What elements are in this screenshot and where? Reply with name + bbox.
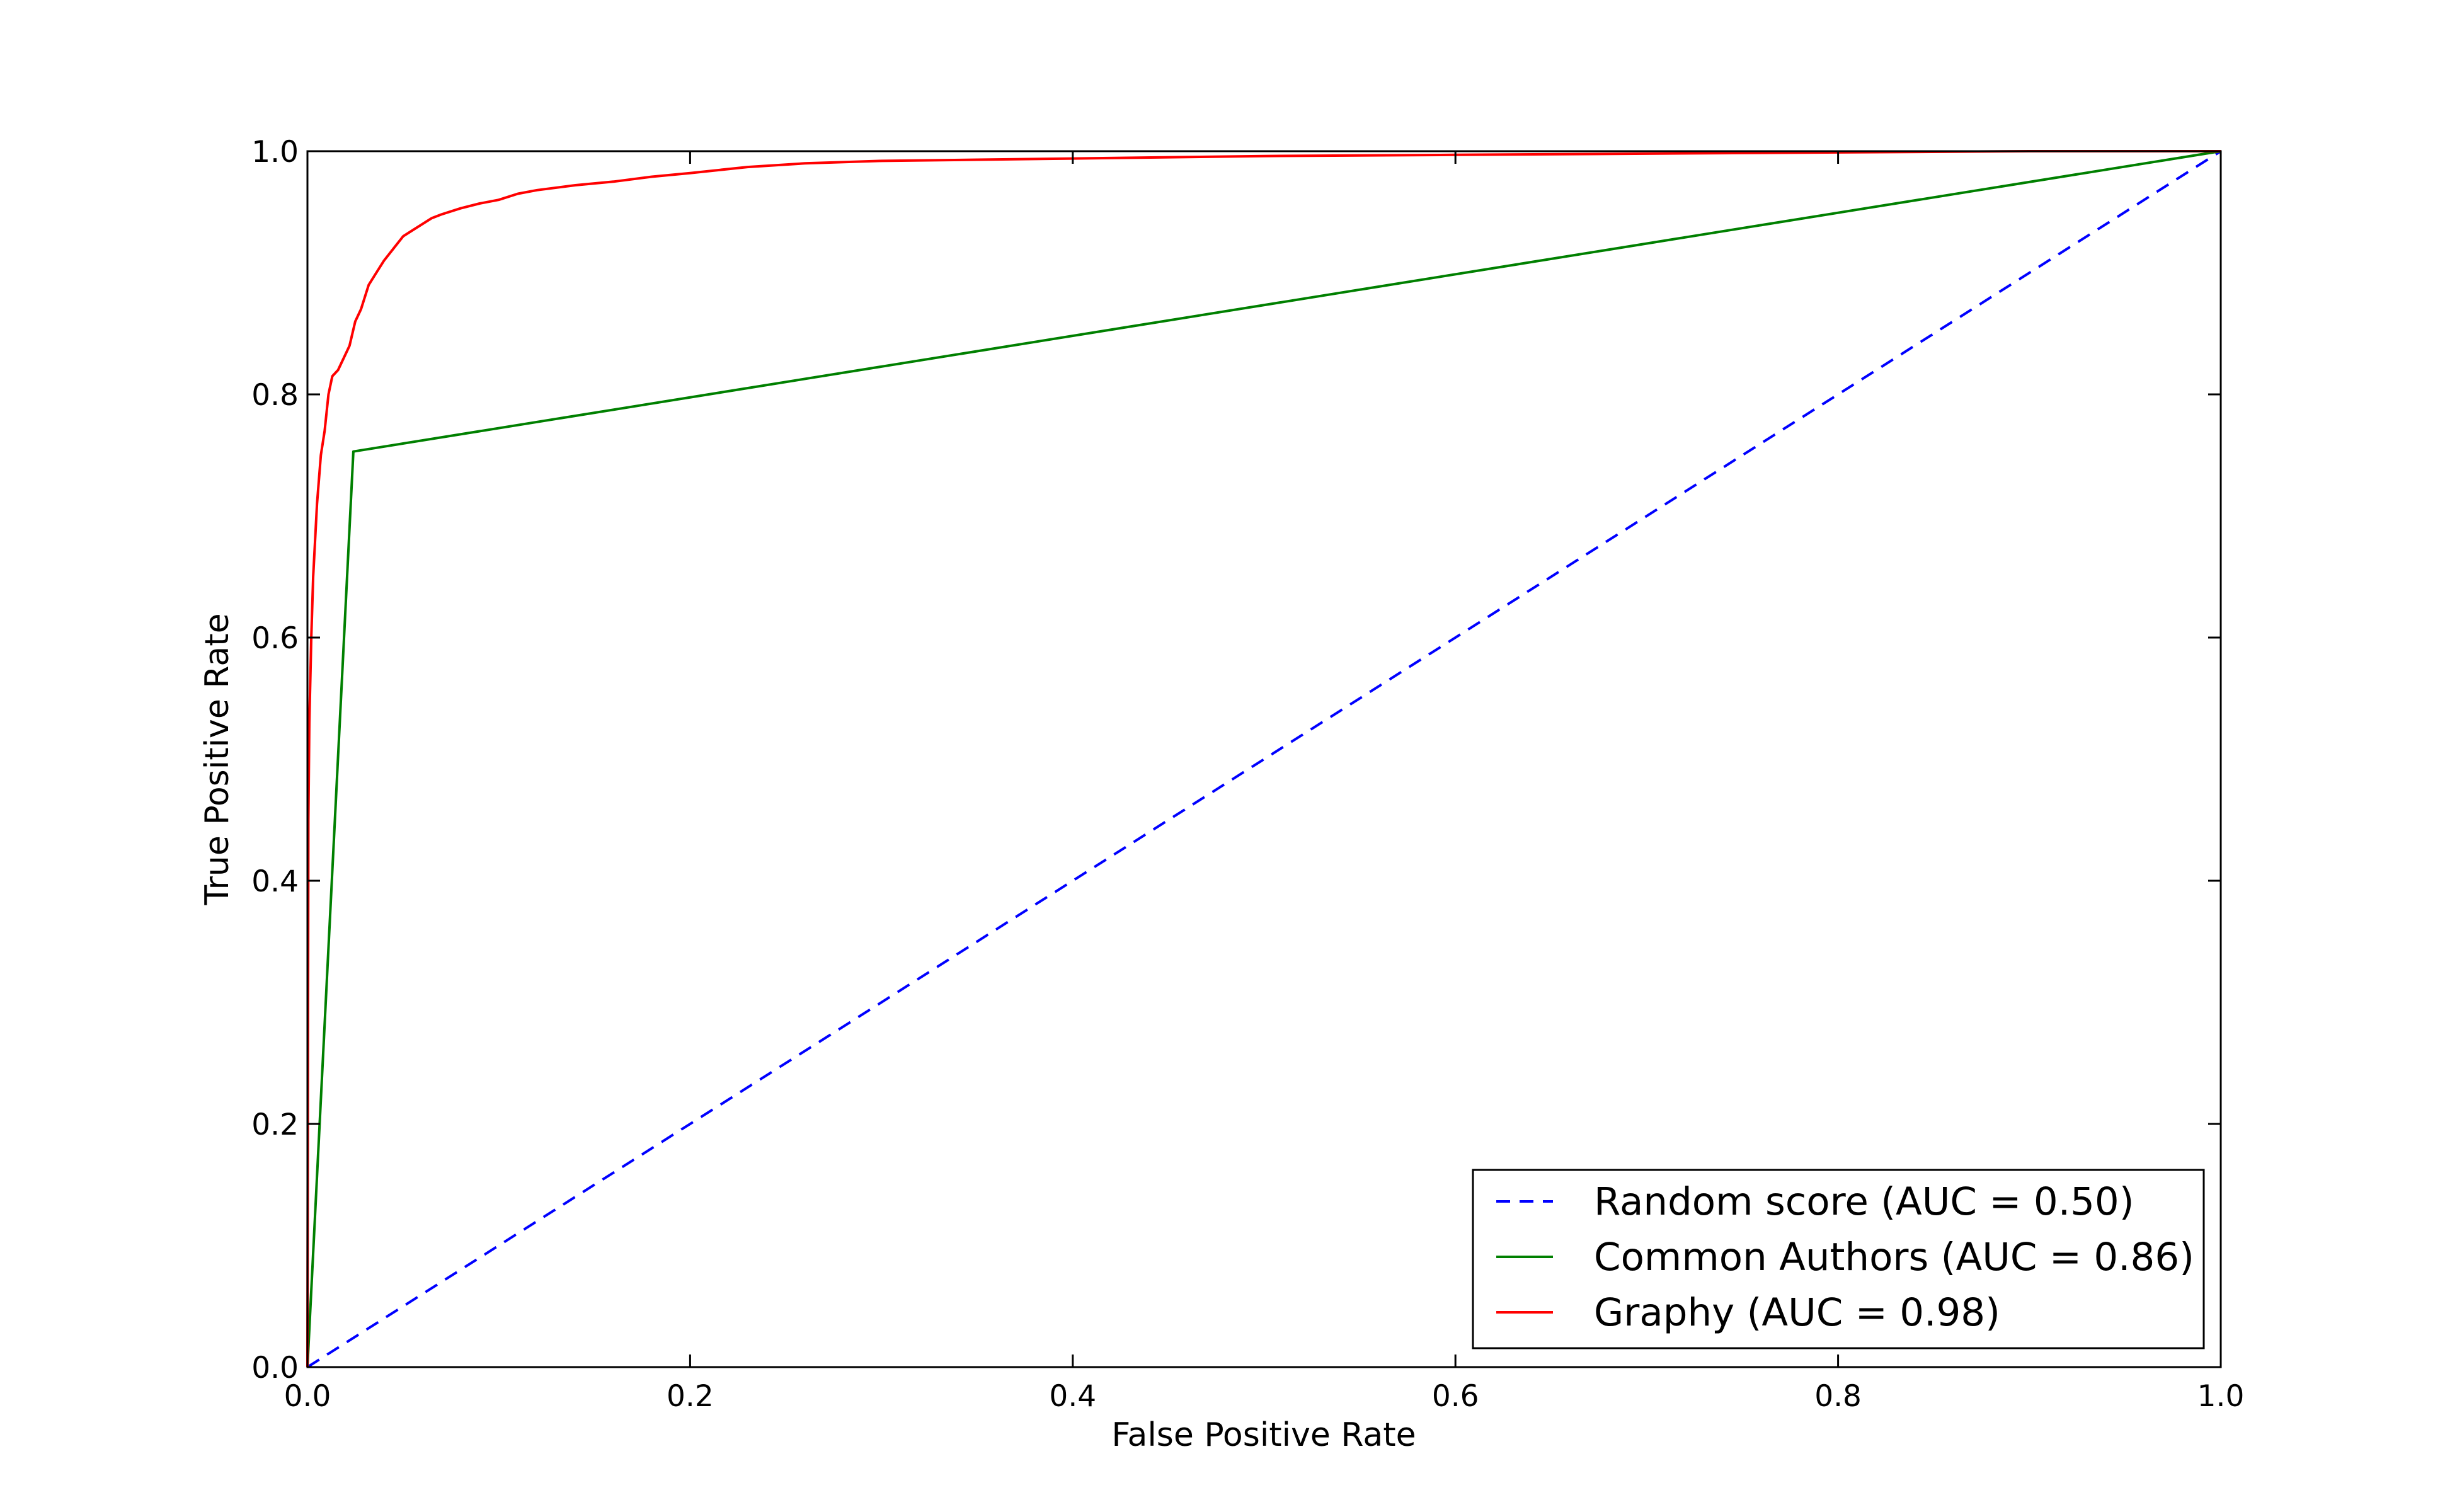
legend-label: Random score (AUC = 0.50) — [1594, 1179, 2134, 1224]
legend-entry-common-authors: Common Authors (AUC = 0.86) — [1496, 1235, 2194, 1280]
plot-frame — [306, 150, 2222, 1368]
legend-entry-graphy: Graphy (AUC = 0.98) — [1496, 1290, 2000, 1335]
legend: Random score (AUC = 0.50) Common Authors … — [1472, 1169, 2205, 1349]
legend-entry-random: Random score (AUC = 0.50) — [1496, 1179, 2134, 1224]
y-axis-ticks: 0.0 0.2 0.4 0.6 0.8 1.0 — [251, 135, 2221, 1385]
legend-label: Graphy (AUC = 0.98) — [1594, 1290, 2000, 1335]
y-tick-label: 0.6 — [251, 621, 299, 656]
series-layer — [306, 150, 2222, 1368]
y-tick-label: 0.8 — [251, 378, 299, 413]
legend-box — [1472, 1169, 2205, 1349]
x-tick-label: 0.2 — [667, 1379, 714, 1414]
plot-area — [306, 150, 2222, 1368]
x-axis-ticks: 0.0 0.2 0.4 0.6 0.8 1.0 — [284, 151, 2245, 1414]
y-axis-label: True Positive Rate — [198, 613, 236, 905]
random-score-line — [306, 150, 2222, 1368]
common-authors-line — [306, 150, 2221, 1368]
x-tick-label: 0.6 — [1432, 1379, 1479, 1414]
y-tick-label: 1.0 — [251, 135, 299, 169]
y-tick-label: 0.4 — [251, 864, 299, 899]
y-tick-label: 0.0 — [251, 1351, 299, 1385]
y-tick-label: 0.2 — [251, 1108, 299, 1142]
legend-label: Common Authors (AUC = 0.86) — [1594, 1235, 2194, 1280]
x-tick-label: 0.0 — [284, 1379, 331, 1414]
graphy-line — [306, 150, 2221, 1368]
x-tick-label: 0.8 — [1814, 1379, 1862, 1414]
legend-entries: Random score (AUC = 0.50) Common Authors … — [1496, 1179, 2194, 1335]
x-tick-label: 0.4 — [1049, 1379, 1096, 1414]
x-axis-label: False Positive Rate — [1111, 1416, 1416, 1454]
x-tick-label: 1.0 — [2197, 1379, 2245, 1414]
